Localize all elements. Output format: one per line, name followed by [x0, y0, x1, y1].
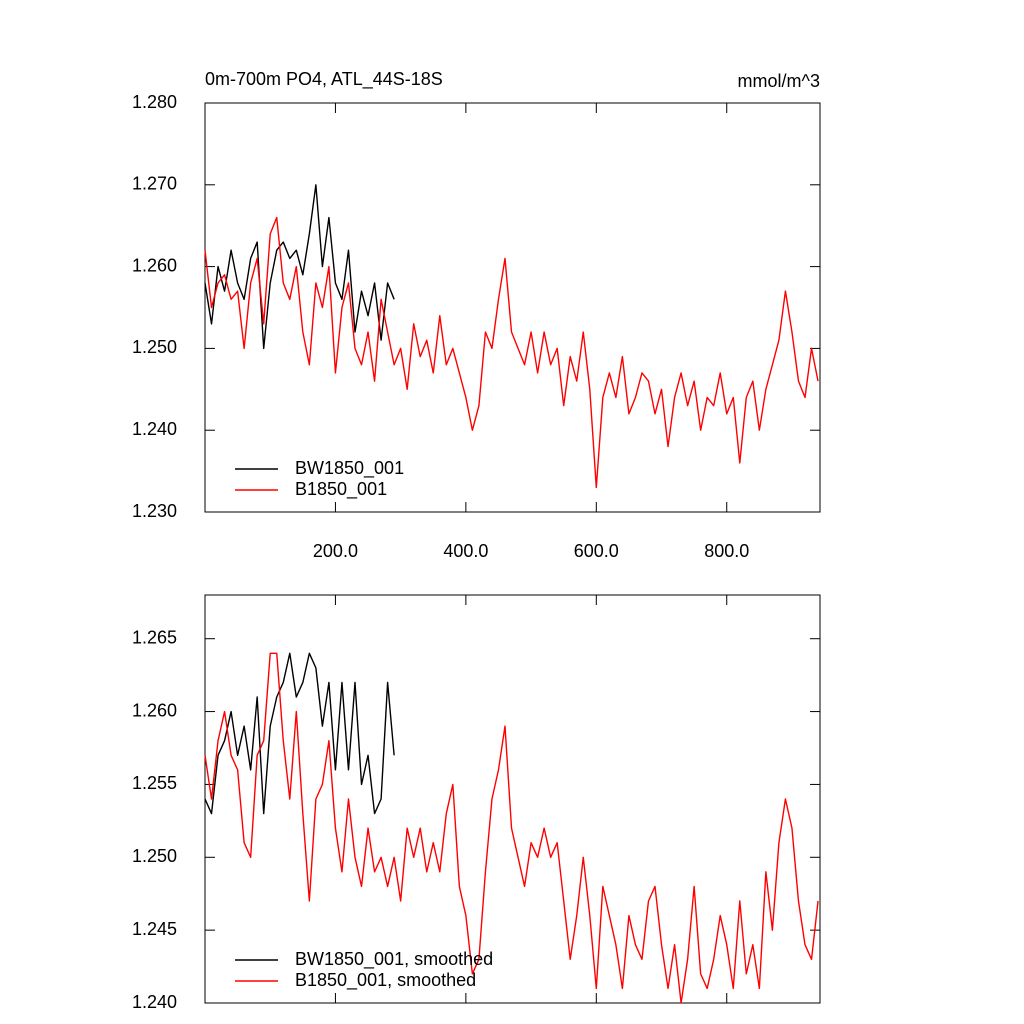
y-tick-label: 1.230 — [132, 501, 177, 521]
chart-title: 0m-700m PO4, ATL_44S-18S — [205, 69, 443, 90]
y-tick-label: 1.270 — [132, 174, 177, 194]
series-line — [204, 652, 395, 815]
y-tick-label: 1.240 — [132, 419, 177, 439]
x-tick-label: 400.0 — [443, 541, 488, 561]
y-tick-label: 1.240 — [132, 992, 177, 1012]
legend-label: BW1850_001, smoothed — [295, 949, 493, 970]
legend-label: BW1850_001 — [295, 458, 404, 479]
y-tick-label: 1.265 — [132, 627, 177, 647]
x-tick-label: 800.0 — [704, 541, 749, 561]
legend-label: B1850_001, smoothed — [295, 970, 476, 991]
y-tick-label: 1.255 — [132, 773, 177, 793]
x-tick-label: 200.0 — [313, 541, 358, 561]
series-line — [204, 652, 819, 1004]
y-tick-label: 1.280 — [132, 92, 177, 112]
y-tick-label: 1.260 — [132, 700, 177, 720]
x-tick-label: 600.0 — [574, 541, 619, 561]
legend-label: B1850_001 — [295, 479, 387, 500]
y-tick-label: 1.245 — [132, 919, 177, 939]
y-tick-label: 1.250 — [132, 846, 177, 866]
y-tick-label: 1.250 — [132, 337, 177, 357]
plot-frame — [204, 102, 821, 513]
plot-frame — [204, 594, 821, 1004]
units-label: mmol/m^3 — [738, 71, 820, 91]
series-line — [204, 184, 395, 350]
series-line — [204, 216, 819, 489]
y-tick-label: 1.260 — [132, 255, 177, 275]
